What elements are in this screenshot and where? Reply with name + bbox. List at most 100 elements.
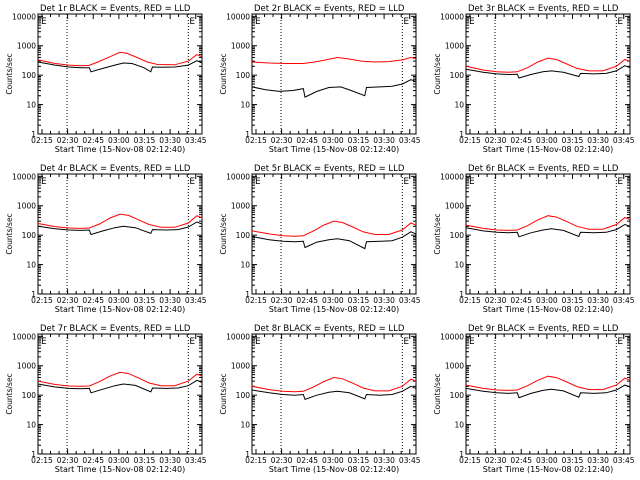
y-tick-label: 100 [22,231,37,240]
plot-frame [465,173,631,295]
y-tick-label: 10 [454,421,464,430]
x-axis-label: Start Time (15-Nov-08 02:12:40) [269,145,399,154]
x-tick-label: 03:00 [536,456,558,465]
x-axis-label: Start Time (15-Nov-08 02:12:40) [55,145,185,154]
x-tick-label: 03:30 [587,136,609,145]
panel-4: Det 4r BLACK = Events, RED = LLD 1 10 100 10… [5,164,207,314]
y-tick-label: 10 [26,421,36,430]
y-tick-label: 100 [22,71,37,80]
series-line-lld [465,215,631,231]
x-tick-label: 02:45 [296,136,318,145]
x-tick-label: 02:30 [57,456,79,465]
panel-title: Det 8r BLACK = Events, RED = LLD [254,324,405,334]
x-tick-label: 03:45 [399,456,421,465]
panel-title: Det 5r BLACK = Events, RED = LLD [254,164,405,174]
series-line-lld [37,371,203,387]
corner-mark-left: E [255,337,261,347]
x-tick-label: 02:15 [245,456,267,465]
x-tick-label: 03:00 [536,296,558,305]
corner-mark-right: E [617,17,623,27]
y-tick-label: 100 [450,71,465,80]
y-tick-label: 10000 [12,172,36,181]
x-tick-label: 03:15 [562,136,584,145]
panel-7: Det 7r BLACK = Events, RED = LLD 1 10 100 10… [5,324,207,474]
y-tick-label: 100 [450,391,465,400]
x-tick-label: 03:15 [348,296,370,305]
plot-frame [251,333,417,455]
series-line-events [251,79,417,98]
x-tick-label: 02:30 [57,296,79,305]
series-line-lld [251,56,417,64]
y-tick-label: 1 [31,290,36,299]
x-tick-label: 03:30 [373,296,395,305]
x-tick-label: 02:15 [245,296,267,305]
y-tick-label: 10000 [440,12,464,21]
panel-title: Det 3r BLACK = Events, RED = LLD [468,4,619,14]
x-tick-label: 03:00 [322,136,344,145]
y-tick-label: 10000 [440,332,464,341]
x-tick-label: 03:45 [185,296,207,305]
corner-mark-right: E [617,177,623,187]
y-tick-label: 100 [236,71,251,80]
y-tick-label: 1 [459,130,464,139]
plot-frame [37,13,203,135]
plot-frame [251,13,417,135]
x-tick-label: 03:30 [159,456,181,465]
x-tick-label: 02:45 [82,456,104,465]
x-axis-label: Start Time (15-Nov-08 02:12:40) [55,465,185,474]
y-tick-label: 10 [240,101,250,110]
x-tick-label: 02:15 [459,296,481,305]
y-tick-label: 10 [454,261,464,270]
y-tick-label: 10 [240,261,250,270]
y-tick-label: 1 [245,450,250,459]
y-tick-label: 1 [459,450,464,459]
panel-title: Det 2r BLACK = Events, RED = LLD [254,4,405,14]
x-tick-label: 03:00 [536,136,558,145]
corner-mark-left: E [469,177,475,187]
x-tick-label: 03:15 [348,456,370,465]
corner-mark-left: E [41,17,47,27]
x-tick-label: 03:30 [159,136,181,145]
corner-mark-right: E [403,17,409,27]
series-line-events [37,60,203,73]
y-tick-label: 10 [240,421,250,430]
x-axis-label: Start Time (15-Nov-08 02:12:40) [483,145,613,154]
series-line-lld [251,220,417,237]
x-tick-label: 03:45 [613,456,635,465]
y-tick-label: 10 [454,101,464,110]
plot-frame [465,13,631,135]
series-line-lld [465,375,631,391]
panel-title: Det 4r BLACK = Events, RED = LLD [40,164,191,174]
x-tick-label: 03:15 [134,456,156,465]
series-line-events [251,385,417,401]
series-line-lld [37,213,203,229]
x-tick-label: 02:15 [31,296,53,305]
plot-frame [251,173,417,295]
x-tick-label: 03:45 [185,136,207,145]
y-tick-label: 10 [26,101,36,110]
panel-9: Det 9r BLACK = Events, RED = LLD 1 10 100 10… [433,324,635,474]
y-tick-label: 1000 [17,42,36,51]
panel-title: Det 7r BLACK = Events, RED = LLD [40,324,191,334]
y-axis-label: Counts/sec [219,373,228,414]
series-line-events [37,221,203,236]
panel-6: Det 6r BLACK = Events, RED = LLD 1 10 100 10… [433,164,635,314]
x-axis-label: Start Time (15-Nov-08 02:12:40) [55,305,185,314]
x-tick-label: 02:30 [271,456,293,465]
series-line-events [251,231,417,250]
series-line-lld [465,57,631,73]
x-tick-label: 02:45 [296,296,318,305]
x-tick-label: 03:45 [399,296,421,305]
x-tick-label: 02:45 [296,456,318,465]
panel-title: Det 9r BLACK = Events, RED = LLD [468,324,619,334]
x-tick-label: 03:30 [159,296,181,305]
corner-mark-left: E [41,177,47,187]
y-tick-label: 100 [236,231,251,240]
y-tick-label: 1000 [445,42,464,51]
y-tick-label: 10000 [226,172,250,181]
x-tick-label: 02:30 [57,136,79,145]
x-tick-label: 03:00 [322,456,344,465]
panel-1: Det 1r BLACK = Events, RED = LLD 1 10 100 10… [5,4,207,154]
x-tick-label: 03:30 [373,456,395,465]
y-tick-label: 10000 [12,332,36,341]
